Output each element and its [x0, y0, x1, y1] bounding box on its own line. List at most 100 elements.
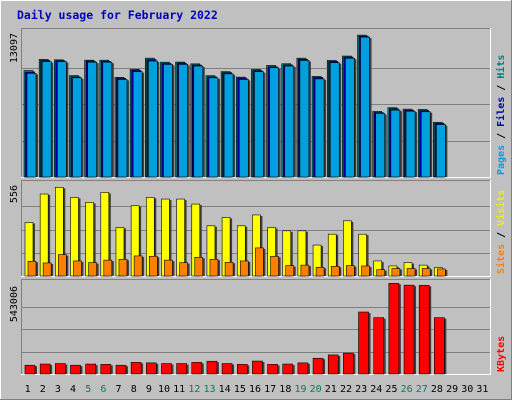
x-label-day-9: 9: [146, 384, 152, 395]
x-label-day-14: 14: [219, 384, 231, 395]
x-label-day-1: 1: [25, 384, 31, 395]
bar-sites-day-1: [27, 260, 37, 277]
bar-sites-day-5: [88, 262, 97, 277]
bar-sites-day-2: [42, 262, 52, 277]
x-label-day-26: 26: [401, 384, 413, 395]
bar-pages-day-8: [132, 71, 143, 178]
bar-kbytes-day-9: [145, 362, 157, 375]
x-label-day-13: 13: [203, 384, 215, 395]
bar-pages-day-9: [147, 60, 158, 178]
bar-sites-day-21: [330, 265, 340, 277]
bar-kbytes-day-22: [343, 352, 354, 375]
x-label-day-20: 20: [310, 384, 322, 395]
bar-sites-day-22: [346, 265, 355, 277]
x-label-day-18: 18: [279, 384, 291, 395]
bar-kbytes-day-17: [267, 364, 278, 375]
panel-middle-side-legend: Sites / Visits: [495, 190, 507, 274]
bar-sites-day-10: [164, 259, 173, 277]
panel-top-side-legend: Pages / Files / Hits: [495, 55, 507, 175]
panel-middle-legend-part-2: /: [496, 226, 507, 244]
bar-pages-day-14: [223, 73, 234, 178]
bar-kbytes-day-14: [221, 363, 233, 375]
panel-top-legend-part-3: Files: [495, 97, 507, 127]
bar-pages-day-23: [360, 36, 370, 178]
bar-kbytes-day-16: [252, 360, 263, 375]
bar-kbytes-day-21: [327, 354, 339, 375]
chart-title: Daily usage for February 2022: [17, 8, 218, 22]
x-label-day-25: 25: [385, 384, 397, 395]
bar-sites-day-12: [194, 256, 204, 277]
x-label-day-4: 4: [70, 384, 76, 395]
bar-sites-day-7: [118, 258, 128, 277]
panel-top-legend-part-2: /: [496, 127, 507, 145]
bar-sites-day-18: [285, 265, 295, 277]
x-label-day-30: 30: [461, 384, 473, 395]
bar-kbytes-day-8: [130, 362, 142, 375]
bar-kbytes-day-24: [373, 317, 385, 375]
bar-pages-day-6: [102, 61, 113, 178]
bar-kbytes-day-13: [206, 360, 218, 375]
bar-pages-day-26: [405, 110, 416, 178]
bar-pages-day-7: [117, 79, 128, 178]
bar-kbytes-day-3: [55, 363, 66, 375]
bar-sites-day-20: [315, 267, 325, 277]
x-label-day-8: 8: [131, 384, 137, 395]
bar-kbytes-day-23: [358, 311, 369, 375]
bar-pages-day-19: [299, 60, 310, 178]
bar-pages-day-10: [163, 64, 173, 178]
x-label-day-21: 21: [325, 384, 337, 395]
bar-sites-day-24: [376, 269, 386, 277]
bar-pages-day-11: [178, 64, 188, 178]
bar-sites-day-6: [103, 259, 113, 277]
bar-pages-day-18: [284, 65, 295, 178]
bar-kbytes-day-12: [191, 362, 203, 375]
panel-bottom-side-legend: KBytes: [496, 336, 507, 372]
x-axis-labels: 1 2 3 4 5 6 7 8 9 10 11 12 13 14 15 16 17 18 19 20 21 22 23 24 2…: [25, 384, 489, 395]
panel-top-legend-part-5: Hits: [495, 55, 507, 79]
bar-kbytes-day-7: [115, 364, 127, 375]
x-label-day-11: 11: [173, 384, 185, 395]
bar-pages-day-16: [254, 71, 264, 178]
bar-pages-day-5: [87, 61, 97, 178]
bar-kbytes-day-4: [70, 364, 81, 375]
bar-sites-day-23: [361, 265, 370, 277]
bar-pages-day-20: [314, 78, 325, 178]
bar-kbytes-day-26: [403, 284, 415, 375]
panel-middle: 556 Sites / Visits: [9, 180, 507, 277]
bar-sites-day-11: [179, 262, 188, 277]
bar-kbytes-day-25: [388, 283, 400, 375]
bar-kbytes-day-27: [418, 285, 430, 375]
bar-pages-day-21: [329, 62, 340, 178]
panel-bottom-max-label: 543006: [9, 286, 20, 322]
x-label-day-19: 19: [294, 384, 306, 395]
bar-sites-day-26: [406, 268, 416, 277]
bar-kbytes-day-18: [282, 363, 294, 375]
bar-pages-day-3: [57, 61, 67, 178]
x-label-day-12: 12: [188, 384, 200, 395]
bar-pages-day-22: [345, 57, 355, 178]
x-label-day-31: 31: [476, 384, 488, 395]
x-label-day-22: 22: [340, 384, 352, 395]
bar-sites-day-19: [300, 264, 310, 277]
bar-sites-day-15: [239, 260, 249, 277]
x-label-day-28: 28: [431, 384, 443, 395]
bar-pages-day-2: [41, 61, 52, 178]
bar-pages-day-13: [208, 77, 219, 178]
x-label-day-5: 5: [85, 384, 91, 395]
panel-middle-max-label: 556: [9, 185, 20, 203]
panel-middle-legend-part-3: Visits: [495, 190, 507, 226]
bar-sites-day-14: [224, 261, 234, 277]
bar-kbytes-day-1: [24, 364, 36, 375]
x-label-day-23: 23: [355, 384, 367, 395]
bar-sites-day-16: [255, 247, 264, 277]
bar-sites-day-13: [209, 258, 219, 277]
bar-kbytes-day-2: [39, 363, 51, 375]
bar-sites-day-4: [73, 260, 82, 277]
x-label-day-16: 16: [249, 384, 261, 395]
x-label-day-2: 2: [40, 384, 46, 395]
bar-kbytes-day-5: [85, 363, 96, 375]
panel-top-max-label: 13097: [9, 33, 20, 63]
x-label-day-7: 7: [116, 384, 122, 395]
bar-kbytes-day-10: [161, 363, 172, 375]
panel-bottom-legend-part-1: KBytes: [496, 336, 507, 372]
